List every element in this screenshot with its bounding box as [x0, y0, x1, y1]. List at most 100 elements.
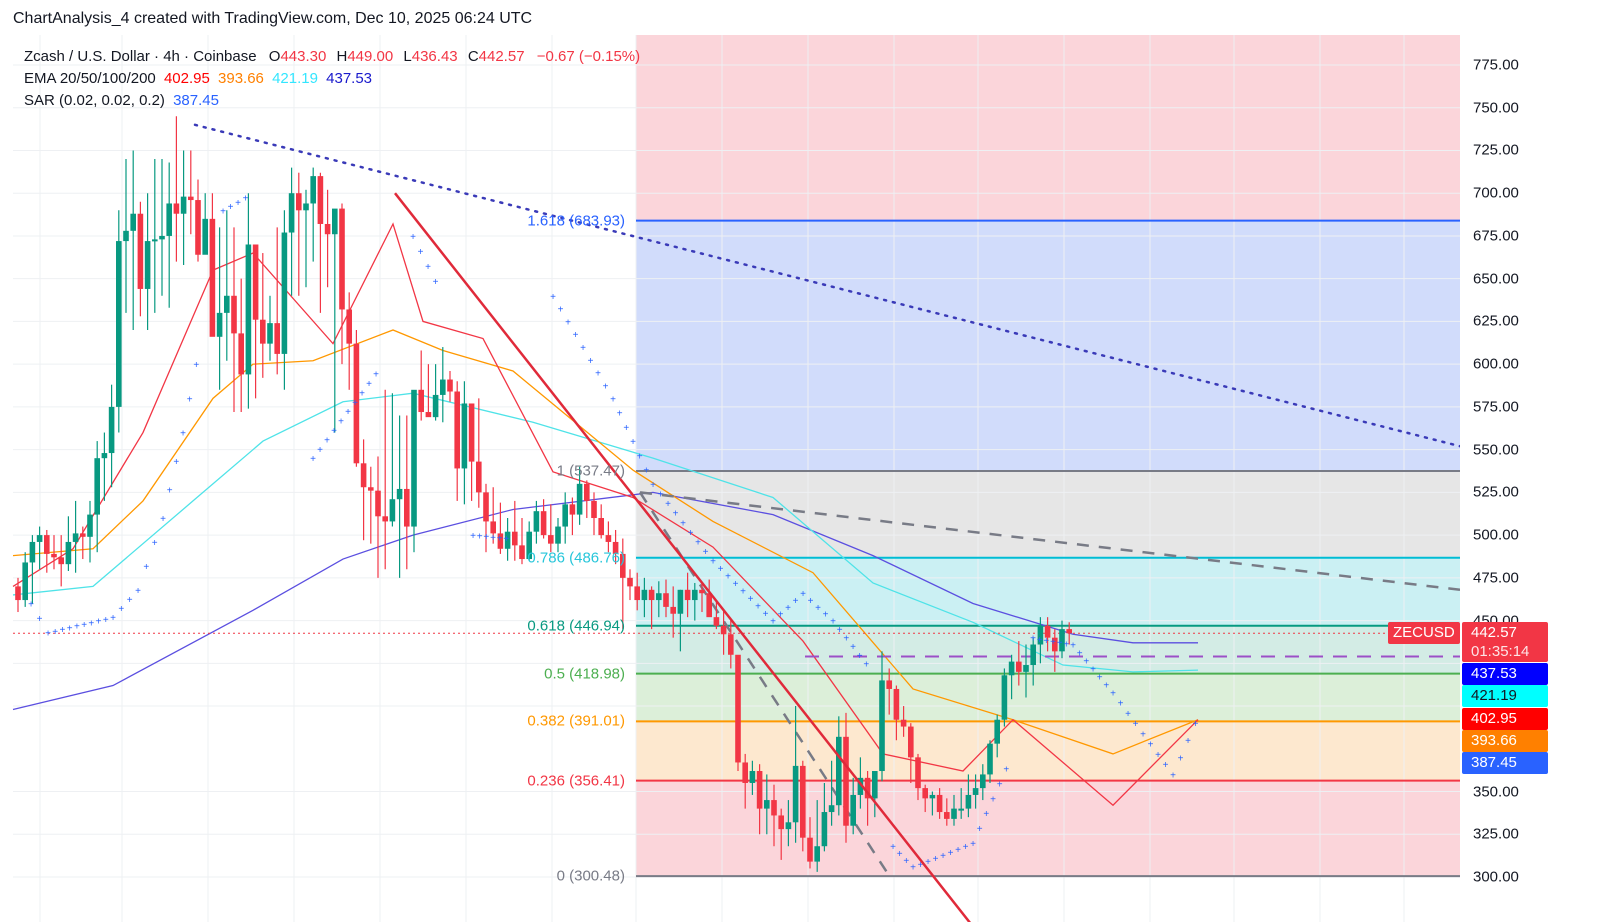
change-value: −0.67 (−0.15%)	[536, 48, 641, 65]
open-label: O	[268, 48, 281, 65]
svg-text:+: +	[680, 518, 686, 529]
svg-text:+: +	[890, 842, 896, 853]
price-tick: 625.00	[1473, 312, 1519, 330]
svg-text:+: +	[410, 232, 416, 243]
svg-text:+: +	[1118, 699, 1124, 710]
svg-text:+: +	[997, 780, 1003, 791]
indicator-price-tag: 421.19	[1462, 685, 1548, 708]
fib-band	[636, 557, 1460, 626]
svg-text:+: +	[425, 262, 431, 273]
svg-text:+: +	[588, 356, 594, 367]
svg-text:+: +	[863, 659, 869, 670]
ema100-line	[12, 392, 1199, 673]
svg-text:+: +	[1090, 664, 1096, 675]
svg-text:+: +	[1003, 765, 1009, 776]
svg-text:+: +	[695, 538, 701, 549]
svg-text:+: +	[433, 277, 439, 288]
fib-level-label: 0.382 (391.01)	[527, 712, 625, 730]
svg-text:+: +	[324, 435, 330, 446]
svg-text:+: +	[352, 398, 358, 409]
svg-text:+: +	[180, 429, 186, 440]
svg-text:+: +	[1178, 753, 1184, 764]
price-axis[interactable]: 775.00 750.00 725.00 700.00 675.00 650.00 625.…	[1460, 35, 1560, 922]
svg-text:+: +	[595, 369, 601, 380]
chart-legend: Zcash / U.S. Dollar · 4h · Coinbase O443…	[24, 46, 640, 112]
svg-text:+: +	[610, 394, 616, 405]
svg-text:+: +	[1103, 680, 1109, 691]
sar-label: SAR (0.02, 0.02, 0.2)	[24, 92, 165, 109]
svg-text:+: +	[740, 587, 746, 598]
svg-text:+: +	[110, 613, 116, 624]
ema200-line	[12, 491, 1198, 711]
svg-text:+: +	[373, 370, 379, 381]
ema50-value: 393.66	[218, 70, 264, 87]
svg-text:+: +	[793, 596, 799, 607]
svg-text:+: +	[823, 610, 829, 621]
svg-text:+: +	[52, 627, 58, 638]
svg-text:+: +	[152, 538, 158, 549]
ema20-value: 402.95	[163, 70, 210, 87]
svg-text:+: +	[565, 317, 571, 328]
svg-text:+: +	[897, 849, 903, 860]
svg-text:+: +	[1043, 636, 1049, 647]
price-tick: 600.00	[1473, 355, 1519, 373]
svg-text:+: +	[703, 547, 709, 558]
svg-text:+: +	[963, 842, 969, 853]
fib-band-top	[636, 35, 1460, 221]
svg-text:+: +	[167, 486, 173, 497]
svg-text:+: +	[28, 599, 34, 610]
svg-text:+: +	[366, 379, 372, 390]
svg-text:+: +	[127, 595, 133, 606]
svg-text:+: +	[673, 509, 679, 520]
svg-text:+: +	[918, 860, 924, 871]
svg-text:+: +	[359, 388, 365, 399]
svg-text:+: +	[143, 562, 149, 573]
price-tick: 300.00	[1473, 868, 1519, 886]
ema50-line	[12, 329, 1199, 755]
fib-level-label: 0.5 (418.98)	[544, 665, 625, 683]
price-tick: 725.00	[1473, 141, 1519, 159]
svg-text:+: +	[118, 604, 124, 615]
svg-text:+: +	[977, 824, 983, 835]
svg-text:+: +	[67, 623, 73, 634]
close-value: 442.57	[478, 48, 525, 65]
price-tick: 350.00	[1473, 783, 1519, 801]
svg-text:+: +	[503, 534, 509, 545]
svg-text:+: +	[580, 343, 586, 354]
price-chart-canvas[interactable]: + + + + + + + + + + + + + + + + + + + + + + + + + + + + + + + + + + + + + + + +…	[0, 0, 1460, 922]
price-tick: 325.00	[1473, 825, 1519, 843]
svg-text:+: +	[331, 426, 337, 437]
svg-text:+: +	[88, 618, 94, 629]
svg-text:+: +	[483, 532, 489, 543]
svg-text:+: +	[1083, 656, 1089, 667]
svg-text:+: +	[903, 856, 909, 867]
sar-dots: + + + + + + + + + + + + + + + + + + + + + + + + + + + + + + + + + + + + + + + +…	[28, 193, 1199, 873]
svg-text:+: +	[665, 499, 671, 510]
symbol-price-tag: ZECUSD	[1388, 622, 1460, 644]
svg-text:+: +	[843, 634, 849, 645]
svg-text:+: +	[60, 625, 66, 636]
svg-text:+: +	[778, 610, 784, 621]
svg-text:+: +	[418, 247, 424, 258]
svg-text:+: +	[1163, 760, 1169, 771]
svg-text:+: +	[1030, 634, 1036, 645]
fib-band	[636, 673, 1460, 722]
ema-row: EMA 20/50/100/200 402.95 393.66 421.19 4…	[24, 68, 640, 90]
price-tick: 750.00	[1473, 99, 1519, 117]
svg-text:+: +	[658, 489, 664, 500]
svg-text:+: +	[1063, 639, 1069, 650]
svg-text:+: +	[103, 615, 109, 626]
ema200-value: 437.53	[326, 70, 373, 87]
svg-text:+: +	[1155, 750, 1161, 761]
svg-text:+: +	[1125, 709, 1131, 720]
low-value: 436.43	[411, 48, 458, 65]
svg-text:+: +	[477, 532, 483, 543]
svg-text:+: +	[1193, 719, 1199, 730]
svg-text:+: +	[243, 193, 249, 204]
svg-text:+: +	[187, 394, 193, 405]
svg-text:+: +	[135, 586, 141, 597]
sar-row: SAR (0.02, 0.02, 0.2) 387.45	[24, 90, 640, 112]
bar-countdown: 01:35:14	[1471, 643, 1530, 660]
svg-text:+: +	[763, 609, 769, 620]
svg-text:+: +	[830, 617, 836, 628]
